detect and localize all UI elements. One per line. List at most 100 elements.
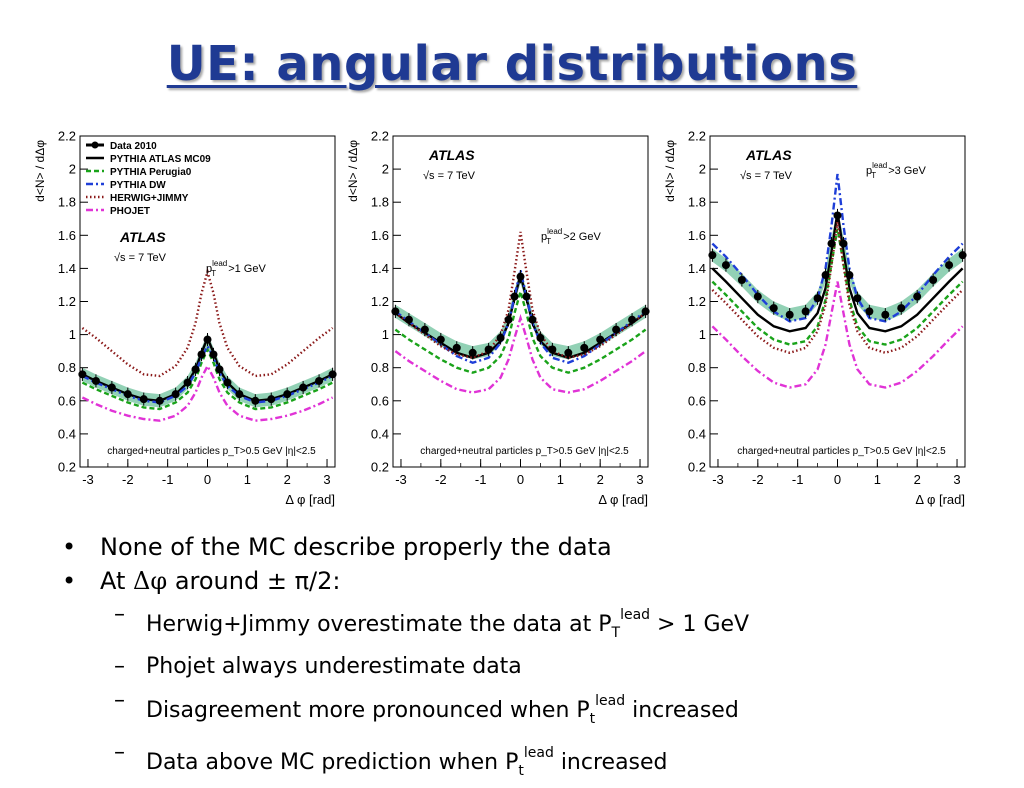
data-point	[468, 348, 477, 357]
data-point	[267, 395, 276, 404]
data-point	[708, 251, 717, 260]
legend-entry: PYTHIA DW	[110, 180, 166, 191]
data-point	[123, 390, 132, 399]
x-tick-label: 1	[874, 472, 881, 487]
chart-ptlead-3gev: -3 -2 -1 0 1 2 3 0.2 0.4 0.6 0.8 1 1.2 1.4 1.6 1.8 2 2.2 Δ…	[663, 129, 967, 507]
plot-frame	[392, 135, 649, 468]
y-tick-label: 1.8	[688, 195, 706, 210]
x-tick-label: -1	[475, 472, 487, 487]
x-tick-label: 2	[597, 472, 604, 487]
series-line-pythia-dw	[711, 173, 964, 323]
data-point	[522, 292, 531, 301]
energy-label: √s = 7 TeV	[423, 170, 476, 182]
bullet-item: • None of the MC describe properly the d…	[62, 530, 1002, 564]
y-tick-label: 1.4	[58, 261, 76, 276]
x-axis-label: Δ φ [rad]	[915, 492, 965, 507]
data-point	[801, 307, 810, 316]
y-tick-label: 0.4	[688, 426, 706, 441]
x-tick-label: 0	[204, 472, 211, 487]
y-tick-label: 0.2	[688, 460, 706, 475]
y-axis-label: d<N> / dΔφ	[663, 140, 677, 202]
data-point	[251, 396, 260, 405]
data-point	[484, 345, 493, 354]
data-point	[139, 395, 148, 404]
sub-bullet-item: – Disagreement more pronounced when Pt le…	[62, 684, 1002, 736]
x-tick-label: 3	[323, 472, 330, 487]
experiment-label: ATLAS	[428, 147, 475, 163]
data-point	[945, 261, 954, 270]
delta-phi-symbol: Δφ	[133, 567, 168, 595]
series-line-herwig-jimmy	[394, 231, 647, 360]
bullet-text: Herwig+Jimmy overestimate the data at P	[146, 612, 612, 637]
x-tick-label: -1	[162, 472, 174, 487]
bullet-text: increased	[625, 698, 739, 723]
y-tick-label: 0.6	[688, 393, 706, 408]
subscript: T	[611, 625, 621, 641]
x-tick-label: 1	[244, 472, 251, 487]
selection-footer: charged+neutral particles p_T>0.5 GeV |η…	[107, 446, 316, 457]
y-tick-label: 0.2	[371, 460, 389, 475]
data-point	[845, 271, 854, 280]
sub-bullet-item: – Herwig+Jimmy overestimate the data at …	[62, 598, 1002, 650]
slide-title: UE: angular distributions	[166, 36, 858, 92]
x-tick-label: -1	[792, 472, 804, 487]
data-point	[91, 376, 100, 385]
data-point	[641, 307, 650, 316]
pt-lead-cut-label: plead T >2 GeV	[541, 227, 601, 246]
y-tick-label: 0.8	[58, 360, 76, 375]
bullet-text: None of the MC describe properly the dat…	[100, 533, 612, 561]
data-point	[391, 307, 400, 316]
data-point	[548, 345, 557, 354]
bullet-text: increased	[553, 750, 668, 775]
bullet-dot-icon: •	[62, 567, 77, 595]
y-tick-label: 1.8	[371, 195, 389, 210]
x-tick-label: 3	[636, 472, 643, 487]
data-point	[929, 275, 938, 284]
x-tick-label: -3	[82, 472, 94, 487]
data-point	[881, 310, 890, 319]
data-point	[315, 376, 324, 385]
x-axis-label: Δ φ [rad]	[598, 492, 648, 507]
x-tick-label: -2	[435, 472, 447, 487]
data-point	[753, 292, 762, 301]
data-point	[328, 370, 337, 379]
data-point	[596, 335, 605, 344]
data-point	[504, 315, 513, 324]
data-point	[209, 350, 218, 359]
y-tick-label: 2	[382, 162, 389, 177]
superscript: lead	[523, 745, 554, 761]
dash-icon: –	[114, 740, 125, 765]
y-tick-label: 0.4	[58, 426, 76, 441]
chart-ptlead-2gev: -3 -2 -1 0 1 2 3 0.2 0.4 0.6 0.8 1 1.2 1.4 1.6 1.8 2 2.2 Δ…	[346, 129, 650, 507]
y-tick-label: 1.2	[58, 294, 76, 309]
bullet-text: At	[100, 567, 134, 595]
sub-bullet-item: – Phojet always underestimate data	[62, 650, 1002, 684]
bullet-text: Disagreement more pronounced when P	[146, 698, 590, 723]
y-tick-label: 1.4	[688, 261, 706, 276]
y-tick-label: 1.2	[371, 294, 389, 309]
data-point	[721, 261, 730, 270]
data-point	[564, 348, 573, 357]
x-tick-label: -3	[395, 472, 407, 487]
sub-bullet-item: – Data above MC prediction when Pt lead i…	[62, 736, 1002, 788]
y-tick-label: 1	[699, 327, 706, 342]
y-tick-label: 2.2	[58, 129, 76, 144]
y-tick-label: 1.6	[371, 228, 389, 243]
experiment-label: ATLAS	[119, 229, 166, 245]
subscript: t	[589, 711, 596, 727]
y-tick-label: 0.8	[688, 360, 706, 375]
data-point	[528, 315, 537, 324]
subscript: t	[518, 763, 524, 779]
data-point	[821, 271, 830, 280]
data-point	[839, 239, 848, 248]
data-point	[737, 275, 746, 284]
legend-entry: HERWIG+JIMMY	[110, 193, 189, 204]
x-tick-label: -2	[122, 472, 134, 487]
x-tick-label: -2	[752, 472, 764, 487]
data-point	[827, 239, 836, 248]
dash-icon: –	[114, 688, 125, 713]
data-point	[628, 315, 637, 324]
dash-icon: –	[114, 654, 125, 679]
series-line-phojet	[394, 313, 647, 394]
series-line-herwig-jimmy	[81, 267, 334, 378]
